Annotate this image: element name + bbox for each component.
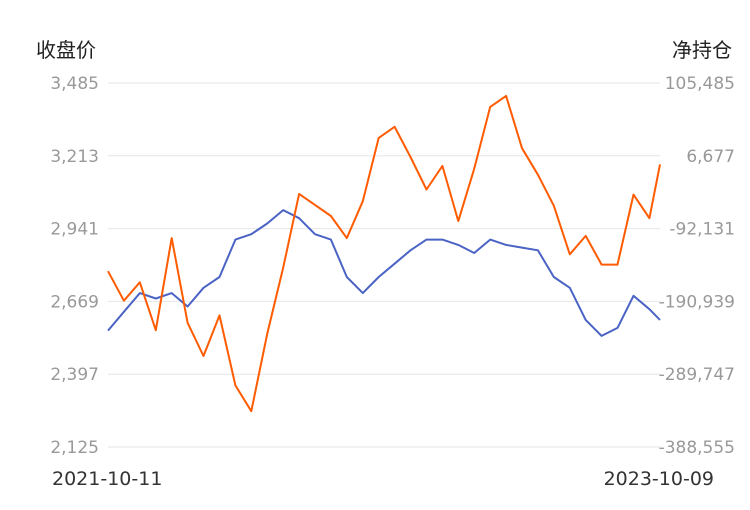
x-axis-end-label: 2023-10-09 <box>603 468 714 490</box>
left-tick-label: 2,397 <box>50 365 99 385</box>
right-tick-label: -388,555 <box>659 438 735 458</box>
grid <box>108 82 660 448</box>
right-tick-label: -190,939 <box>659 292 735 312</box>
left-axis-ticks: 3,485 3,213 2,941 2,669 2,397 2,125 <box>50 74 99 458</box>
x-axis-start-label: 2021-10-11 <box>52 468 163 490</box>
series-lines <box>107 94 661 413</box>
right-axis-title: 净持仓 <box>672 38 732 62</box>
left-axis-title: 收盘价 <box>36 38 96 62</box>
right-tick-label: 105,485 <box>665 74 735 94</box>
left-tick-label: 3,485 <box>50 74 99 94</box>
right-axis-ticks: 105,485 6,677 -92,131 -190,939 -289,747 -388,… <box>659 74 735 458</box>
left-tick-label: 3,213 <box>50 147 99 167</box>
right-tick-label: 6,677 <box>686 147 735 167</box>
left-tick-label: 2,125 <box>50 438 99 458</box>
right-tick-label: -92,131 <box>669 220 735 240</box>
right-tick-label: -289,747 <box>659 365 735 385</box>
left-tick-label: 2,669 <box>50 292 99 312</box>
series-line-close <box>107 209 661 337</box>
left-tick-label: 2,941 <box>50 220 99 240</box>
series-line-net-position <box>107 94 661 413</box>
